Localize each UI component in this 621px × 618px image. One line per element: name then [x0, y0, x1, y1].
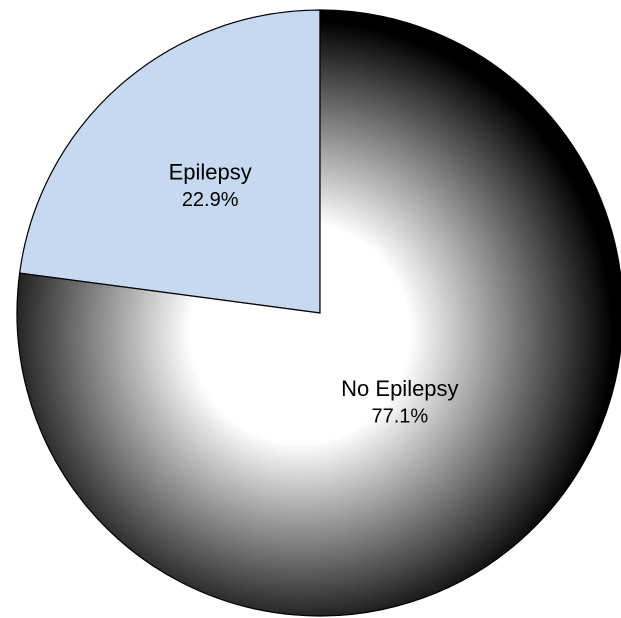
slice-value-label: 22.9% [182, 189, 239, 211]
slice-label: No Epilepsy [341, 376, 458, 401]
slice-value-label: 77.1% [372, 405, 429, 427]
pie-slice [16, 9, 621, 617]
slice-label: Epilepsy [169, 159, 252, 184]
pie-slice [18, 9, 321, 314]
